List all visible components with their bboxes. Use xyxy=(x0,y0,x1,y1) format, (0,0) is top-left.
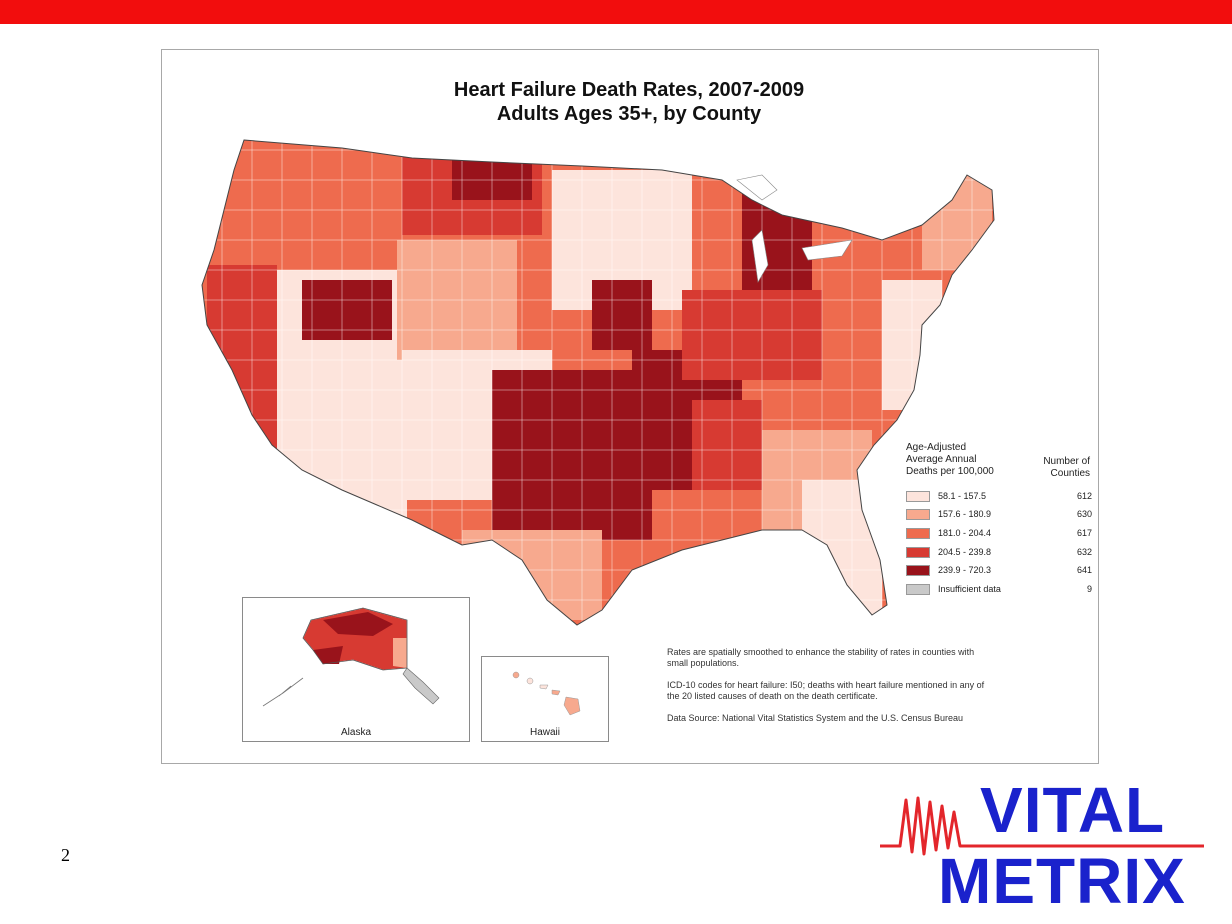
hawaii-inset: Hawaii xyxy=(481,656,609,742)
great-lakes xyxy=(736,174,853,283)
legend-label: Insufficient data xyxy=(938,584,1001,594)
legend-count: 9 xyxy=(1086,584,1092,594)
pulse-line-icon xyxy=(880,796,1204,856)
legend-label: 239.9 - 720.3 xyxy=(938,565,992,575)
legend-label: 157.6 - 180.9 xyxy=(938,509,992,519)
legend-count: 632 xyxy=(1076,547,1092,557)
map-title-line2: Adults Ages 35+, by County xyxy=(496,103,762,125)
top-red-bar xyxy=(0,0,1232,24)
hawaii-label: Hawaii xyxy=(529,727,560,738)
legend-row: 58.1 - 157.5 612 xyxy=(906,490,1092,504)
map-notes: Rates are spatially smoothed to enhance … xyxy=(667,647,987,735)
legend-count: 641 xyxy=(1076,565,1092,575)
us-choropleth-map xyxy=(201,139,995,626)
map-note: Rates are spatially smoothed to enhance … xyxy=(667,647,975,668)
legend-swatch xyxy=(906,584,930,595)
map-figure: Heart Failure Death Rates, 2007-2009 Adu… xyxy=(161,49,1099,764)
alaska-label: Alaska xyxy=(340,727,371,738)
us-outline xyxy=(201,139,995,626)
legend-label: 181.0 - 204.4 xyxy=(938,528,992,538)
alaska-map xyxy=(262,607,440,707)
legend-row: 239.9 - 720.3 641 xyxy=(906,564,1092,578)
map-title: Heart Failure Death Rates, 2007-2009 Adu… xyxy=(162,78,1096,126)
alaska-inset: Alaska xyxy=(242,597,470,742)
legend-row: 204.5 - 239.8 632 xyxy=(906,546,1092,560)
map-note: Data Source: National Vital Statistics S… xyxy=(667,713,963,723)
legend-count: 630 xyxy=(1076,509,1092,519)
map-title-line1: Heart Failure Death Rates, 2007-2009 xyxy=(453,79,805,101)
legend-swatch xyxy=(906,491,930,502)
legend-count-heading: Number of Counties xyxy=(1026,456,1090,480)
legend-label: 204.5 - 239.8 xyxy=(938,547,992,557)
legend-heading: Age-Adjusted Average Annual Deaths per 1… xyxy=(906,442,1016,478)
legend-heading-line: Age-Adjusted xyxy=(906,442,967,453)
hawaii-map xyxy=(512,671,581,716)
legend-count-heading-line: Number of xyxy=(1043,456,1090,467)
map-note: ICD-10 codes for heart failure: I50; dea… xyxy=(667,680,985,701)
legend-swatch xyxy=(906,509,930,520)
logo-word-metrix: METRIX xyxy=(938,845,1186,917)
legend-count: 612 xyxy=(1076,491,1092,501)
legend-row: 157.6 - 180.9 630 xyxy=(906,508,1092,522)
legend-swatch xyxy=(906,547,930,558)
vital-metrix-logo: VITAL METRIX xyxy=(880,774,1210,916)
slide-page-number: 2 xyxy=(61,845,70,865)
legend-heading-line: Deaths per 100,000 xyxy=(906,466,994,477)
legend-swatch xyxy=(906,565,930,576)
legend-count: 617 xyxy=(1076,528,1092,538)
legend-count-heading-line: Counties xyxy=(1050,468,1090,479)
legend-heading-line: Average Annual xyxy=(906,454,977,465)
logo-word-vital: VITAL xyxy=(980,774,1166,846)
legend-swatch xyxy=(906,528,930,539)
legend-label: 58.1 - 157.5 xyxy=(938,491,987,501)
legend-row: 181.0 - 204.4 617 xyxy=(906,527,1092,541)
legend-row: Insufficient data 9 xyxy=(906,583,1092,597)
